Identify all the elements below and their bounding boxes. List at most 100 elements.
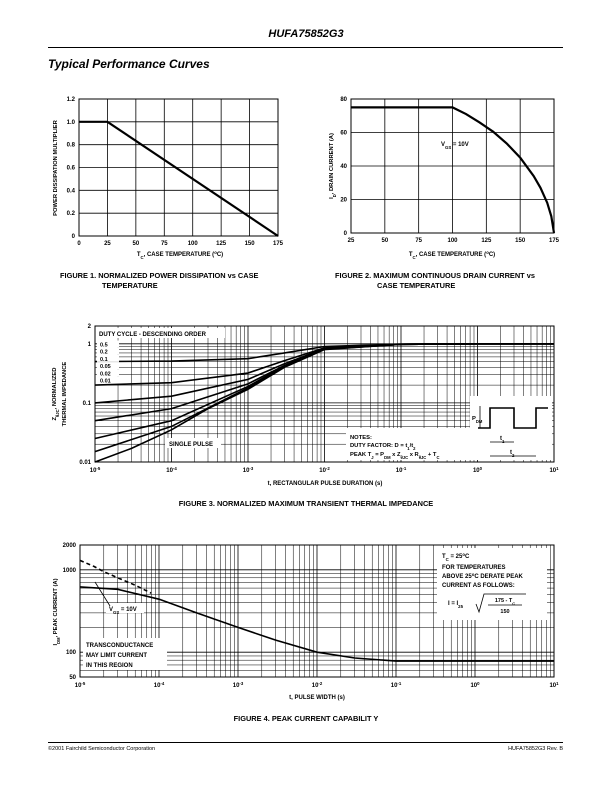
fig3-notes-line2-seg: θJC <box>401 455 409 460</box>
fig3-xtick-label-seg: 10 <box>319 468 326 474</box>
fig4-box-line3: ABOVE 25oC DERATE PEAK <box>442 572 524 581</box>
fig3-ytick-label: 2 <box>88 324 92 330</box>
fig3-xtick-label-seg: 10 <box>473 468 480 474</box>
fig3-notes-line2-seg: x Z <box>391 452 401 458</box>
fig4-series-line <box>79 586 554 662</box>
fig3-x-axis-label-seg: t, RECTANGULAR PULSE DURATION (s) <box>268 481 383 487</box>
fig1-ytick-label: 1.0 <box>67 120 76 126</box>
fig3-legend-title: DUTY CYCLE - DESCENDING ORDER <box>99 332 207 338</box>
fig4-xtick-label-seg: 10 <box>470 683 477 689</box>
fig4-box-line3-seg: C DERATE PEAK <box>474 574 523 580</box>
fig1-series-line <box>79 120 279 237</box>
fig3-xtick-label-seg: 10 <box>243 468 250 474</box>
fig3-legend-item: 0.5 <box>100 343 108 349</box>
fig1-ytick-label: 1.2 <box>67 97 76 103</box>
fig3-notes-bg <box>346 428 470 460</box>
fig2-annotation-vgs-seg: V <box>441 142 445 148</box>
fig4-y-axis-label: IDM, PEAK CURRENT (A) <box>53 578 61 645</box>
fig4-formula-num-seg: C <box>512 601 515 606</box>
fig4-xtick-label: 101 <box>549 681 559 690</box>
fig4-y-axis-label-seg: DM <box>56 637 61 644</box>
fig1-x-axis-label-seg: C) <box>217 252 223 258</box>
fig3-single-pulse-bg <box>165 438 221 448</box>
fig3-notes-line2-seg: θJC <box>419 455 427 460</box>
fig2-y-axis-label-seg: D <box>332 194 337 197</box>
fig4-xtick-label: 100 <box>470 681 480 690</box>
footer-rule <box>48 742 563 743</box>
fig3-y-axis-label-line1-seg: , NORMALIZED <box>52 368 58 410</box>
fig4-xtick-label-seg: 0 <box>477 681 480 686</box>
fig4-xtick-label-seg: 10 <box>154 683 161 689</box>
fig1-ytick-label: 0 <box>72 234 76 240</box>
fig3-y-axis-label-line1: ZθJC, NORMALIZED <box>52 368 60 421</box>
fig3-y-axis-label-line2: THERMAL IMPEDANCE <box>62 362 68 427</box>
fig2-ytick-label: 20 <box>340 198 347 204</box>
fig4-ytick-label: 1000 <box>63 568 77 574</box>
fig4-note-bg <box>83 638 167 670</box>
fig3-notes-line2-seg: PEAK T <box>350 452 372 458</box>
fig1-xtick-label: 150 <box>245 241 256 247</box>
fig3-legend-item-bg <box>97 354 119 362</box>
fig3-ytick-label: 0.1 <box>83 401 92 407</box>
fig4-ytick-label: 2000 <box>63 543 77 549</box>
fig1-xtick-label: 175 <box>273 241 284 247</box>
fig3-notes-line1-seg: 2 <box>413 446 416 451</box>
fig4-xtick-label: 10-5 <box>75 681 86 690</box>
fig3-y-axis-label-line1-seg: Z <box>52 416 58 420</box>
fig3-xtick-label: 100 <box>473 466 483 475</box>
fig4-box-line3-seg: o <box>472 572 475 577</box>
fig3-xtick-label-seg: 10 <box>166 468 173 474</box>
fig3-notes-line1-seg: /t <box>410 443 414 449</box>
fig4-xtick-label: 10-2 <box>312 681 323 690</box>
footer-copyright: ©2001 Fairchild Semiconductor Corporatio… <box>48 746 156 752</box>
fig4-box-line4: CURRENT AS FOLLOWS: <box>442 583 515 589</box>
fig2-annotation-vgs-seg: = 10V <box>451 142 469 148</box>
fig1-xtick-label: 75 <box>161 241 168 247</box>
fig3-t1-label-seg: 1 <box>502 439 505 444</box>
fig3-xtick-label-seg: -1 <box>402 466 406 471</box>
fig1-x-axis-label-seg: C <box>141 255 144 260</box>
fig4-note-line1: TRANSCONDUCTANCE <box>86 643 153 649</box>
fig3-pdm-label-seg: P <box>472 416 476 422</box>
fig2-y-axis-label: ID, DRAIN CURRENT (A) <box>329 133 337 199</box>
fig3-t2-label-seg: t <box>510 450 512 456</box>
fig3-notes-title: NOTES: <box>350 435 372 441</box>
fig2-ytick-label: 40 <box>340 164 347 170</box>
fig3-t1-label: t1 <box>500 436 505 444</box>
fig3-notes-line2-seg: DM <box>384 455 391 460</box>
fig4-box-line1-seg: C <box>465 554 470 560</box>
fig3-x-axis-label: t, RECTANGULAR PULSE DURATION (s) <box>268 481 383 487</box>
figure-1-caption-line1: FIGURE 1. NORMALIZED POWER DISSIPATION v… <box>60 271 259 280</box>
fig2-annotation-vgs-seg: GS <box>445 145 451 150</box>
fig1-y-axis-label: POWER DISSIPATION MULTIPLIER <box>53 119 59 215</box>
fig1-xtick-label: 125 <box>216 241 227 247</box>
fig3-y-axis-label-line1-seg: θJC <box>55 409 60 417</box>
fig3-legend-item: 0.1 <box>100 357 108 363</box>
fig3-xtick-label: 10-1 <box>396 466 407 475</box>
fig2-xtick-label: 75 <box>415 238 422 244</box>
fig4-formula-num-seg: 175 - T <box>495 598 513 604</box>
fig2-x-axis-label-seg: o <box>486 250 489 255</box>
figure-2-caption-line1: FIGURE 2. MAXIMUM CONTINUOUS DRAIN CURRE… <box>335 271 535 280</box>
fig2-ytick-label: 60 <box>340 131 347 137</box>
fig1-xtick-label: 0 <box>77 241 81 247</box>
fig4-vgs-label: VGS = 10V <box>109 607 137 615</box>
fig3-legend-item-bg <box>97 369 119 377</box>
fig3-legend-item: 0.01 <box>100 379 111 385</box>
header-rule <box>48 47 563 48</box>
fig1-xtick-label: 100 <box>188 241 199 247</box>
fig3-pdm-label-seg: DM <box>476 419 483 424</box>
fig4-vgs-leader <box>94 581 111 607</box>
fig3-legend-item: 0.2 <box>100 350 108 356</box>
fig3-notes-line1: DUTY FACTOR: D = t1/t2 <box>350 443 416 451</box>
fig2-ytick-label: 0 <box>344 231 348 237</box>
fig1-plot-frame <box>78 98 279 237</box>
fig4-xtick-label-seg: -4 <box>160 681 164 686</box>
fig3-xtick-label-seg: -3 <box>249 466 253 471</box>
fig4-formula-lhs: I = I25 <box>448 601 464 609</box>
fig4-xtick-label-seg: 10 <box>75 683 82 689</box>
fig4-ytick-label: 100 <box>66 650 77 656</box>
fig2-annotation-vgs: VGS = 10V <box>441 142 469 150</box>
